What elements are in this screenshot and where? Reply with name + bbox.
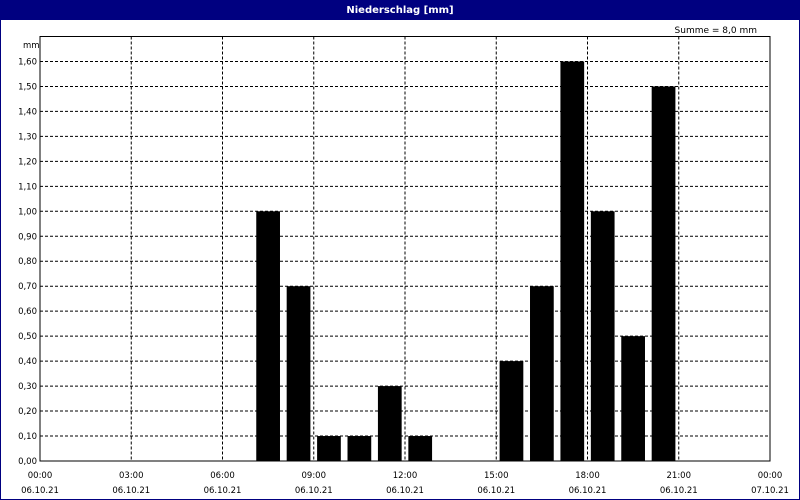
y-tick-label: 1,20: [18, 157, 37, 167]
y-tick-label: 0,70: [18, 282, 37, 292]
x-tick-time-label: 00:00: [28, 471, 53, 481]
y-tick-label: 0,90: [18, 232, 37, 242]
precipitation-bar: [286, 286, 311, 461]
y-tick-label: 1,50: [18, 82, 37, 92]
y-tick-label: 0,10: [18, 432, 37, 442]
x-tick-time-label: 21:00: [667, 471, 692, 481]
summary-total: Summe = 8,0 mm: [674, 26, 757, 36]
x-tick-date-label: 06.10.21: [21, 486, 59, 496]
precipitation-bar: [377, 386, 402, 461]
y-tick-label: 1,00: [18, 207, 37, 217]
y-tick-label: 0,20: [18, 407, 37, 417]
x-tick-date-label: 06.10.21: [386, 486, 424, 496]
window-title: Niederschlag [mm]: [1, 1, 799, 20]
precipitation-bar: [651, 86, 676, 462]
y-tick-label: 0,80: [18, 257, 37, 267]
precipitation-bar: [347, 436, 372, 461]
x-tick-date-label: 07.10.21: [751, 486, 789, 496]
x-tick-date-label: 06.10.21: [569, 486, 607, 496]
x-tick-date-label: 06.10.21: [660, 486, 698, 496]
y-tick-label: 0,60: [18, 307, 37, 317]
y-tick-label: 0,50: [18, 332, 37, 342]
y-tick-label: 1,30: [18, 132, 37, 142]
x-tick-time-label: 03:00: [119, 471, 144, 481]
y-tick-label: 0,30: [18, 382, 37, 392]
x-tick-time-label: 12:00: [393, 471, 418, 481]
y-tick-label: 0,40: [18, 357, 37, 367]
x-tick-time-label: 15:00: [484, 471, 509, 481]
x-tick-time-label: 06:00: [210, 471, 235, 481]
plot-frame: [39, 36, 771, 462]
x-tick-date-label: 06.10.21: [295, 486, 333, 496]
precipitation-bar: [408, 436, 433, 461]
y-tick-label: 1,60: [18, 57, 37, 67]
precipitation-bar: [560, 61, 585, 462]
x-tick-date-label: 06.10.21: [477, 486, 515, 496]
precipitation-bar: [256, 211, 280, 461]
x-tick-time-label: 18:00: [575, 471, 600, 481]
precipitation-bar: [499, 361, 524, 461]
x-tick-time-label: 09:00: [302, 471, 327, 481]
x-tick-date-label: 06.10.21: [204, 486, 242, 496]
precipitation-bar: [621, 336, 645, 461]
x-tick-date-label: 06.10.21: [112, 486, 150, 496]
y-tick-label: 1,10: [18, 182, 37, 192]
y-tick-label: 0,00: [18, 457, 37, 467]
x-tick-time-label: 00:00: [758, 471, 783, 481]
precipitation-bar: [530, 286, 554, 461]
precipitation-bar: [317, 436, 341, 461]
y-axis-unit-label: mm: [23, 41, 40, 51]
precipitation-bar: [590, 211, 615, 461]
y-tick-label: 1,40: [18, 107, 37, 117]
